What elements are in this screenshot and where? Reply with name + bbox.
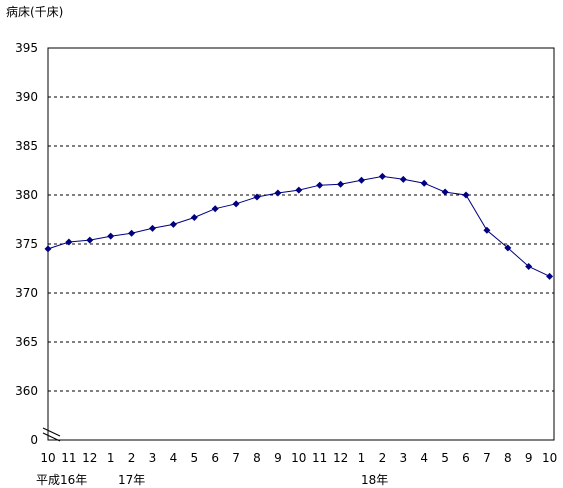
data-point (295, 186, 303, 194)
y-axis: 395 390 385 380 375 370 365 360 0 (15, 41, 38, 447)
data-point (337, 180, 345, 188)
x-tick-label: 11 (312, 451, 327, 465)
y-tick-label: 380 (15, 188, 38, 202)
x-tick-label: 11 (61, 451, 76, 465)
data-point (86, 236, 94, 244)
x-tick-label: 12 (333, 451, 348, 465)
x-tick-label: 6 (462, 451, 470, 465)
year-label-h16: 平成16年 (36, 473, 87, 487)
y-tick-label: 365 (15, 335, 38, 349)
data-point (316, 181, 324, 189)
data-point (525, 263, 533, 271)
data-point (274, 189, 282, 197)
x-tick-label: 3 (149, 451, 157, 465)
data-point (190, 214, 198, 222)
data-point (65, 238, 73, 246)
x-tick-label: 5 (190, 451, 198, 465)
x-tick-label: 10 (40, 451, 55, 465)
x-tick-label: 4 (420, 451, 428, 465)
data-point (44, 245, 52, 253)
x-tick-label: 1 (358, 451, 366, 465)
x-tick-label: 7 (483, 451, 491, 465)
x-tick-label: 12 (82, 451, 97, 465)
x-tick-label: 8 (504, 451, 512, 465)
year-label-18: 18年 (361, 473, 388, 487)
x-tick-label: 7 (232, 451, 240, 465)
x-tick-label: 1 (107, 451, 115, 465)
y-tick-label: 375 (15, 237, 38, 251)
y-tick-label: 0 (30, 433, 38, 447)
year-label-17: 17年 (118, 473, 145, 487)
data-point (420, 179, 428, 187)
x-tick-label: 6 (211, 451, 219, 465)
y-axis-label: 病床(千床) (6, 4, 63, 19)
data-point (378, 172, 386, 180)
data-point (211, 205, 219, 213)
axis-break-mark (42, 427, 61, 442)
x-axis: 10 11 12 1 2 3 4 5 6 7 8 9 10 11 12 1 2 3 4 5 6 7 8 9 10 (40, 451, 557, 465)
x-tick-label: 9 (274, 451, 282, 465)
plot-area-frame (47, 47, 555, 441)
x-tick-label: 2 (128, 451, 136, 465)
y-tick-label: 395 (15, 41, 38, 55)
x-tick-label: 2 (379, 451, 387, 465)
x-tick-label: 9 (525, 451, 533, 465)
y-tick-label: 390 (15, 90, 38, 104)
data-point (462, 191, 470, 199)
series-layer (44, 172, 554, 280)
data-point (232, 200, 240, 208)
data-point (546, 272, 554, 280)
data-point (128, 229, 136, 237)
data-point (441, 188, 449, 196)
data-point (483, 226, 491, 234)
data-point (358, 176, 365, 184)
data-point (504, 244, 512, 252)
data-point (149, 224, 156, 232)
y-tick-label: 370 (15, 286, 38, 300)
data-point (399, 175, 407, 183)
x-tick-label: 5 (441, 451, 449, 465)
y-tick-label: 385 (15, 139, 38, 153)
data-point (253, 193, 261, 201)
y-tick-label: 360 (15, 384, 38, 398)
x-tick-label: 8 (253, 451, 261, 465)
gridlines (48, 96, 554, 392)
x-tick-label: 3 (399, 451, 407, 465)
x-tick-label: 10 (291, 451, 306, 465)
x-tick-label: 10 (542, 451, 557, 465)
data-point (169, 220, 177, 228)
x-tick-label: 4 (170, 451, 178, 465)
data-point (107, 232, 115, 240)
